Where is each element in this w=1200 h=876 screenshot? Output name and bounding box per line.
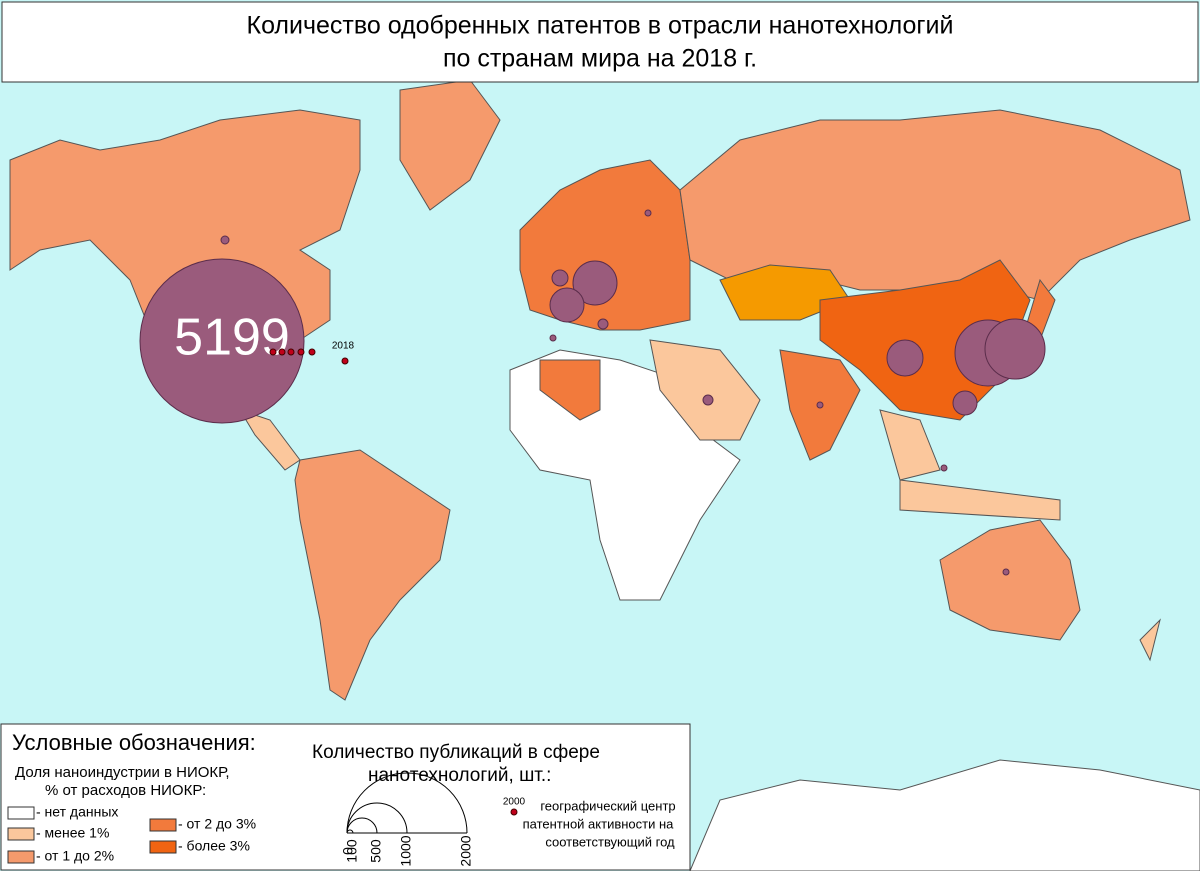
legend-label: - нет данных — [36, 804, 118, 820]
center-point — [297, 348, 305, 356]
center-year: 2000 — [503, 797, 526, 808]
title-box — [1, 1, 1199, 83]
algeria — [539, 359, 601, 421]
legend-swatch — [7, 850, 35, 864]
legend-label: - менее 1% — [36, 825, 109, 841]
scale-label: 500 — [368, 839, 384, 863]
scale-arc — [346, 802, 408, 834]
legend-swatch — [7, 806, 35, 820]
central-america — [238, 409, 301, 471]
new-zealand — [1139, 618, 1161, 662]
center-point — [308, 348, 316, 356]
patent-bubble — [572, 260, 618, 306]
legend-box — [0, 723, 691, 871]
patent-bubble — [220, 235, 230, 245]
scale-label: 100 — [344, 839, 360, 863]
legend-subtitle: Количество публикаций в сфере — [312, 742, 600, 763]
scale-arc — [346, 817, 378, 834]
patent-bubble — [816, 401, 824, 409]
patent-bubble — [886, 339, 924, 377]
title: Количество одобренных патентов в отрасли… — [247, 12, 954, 40]
center-point — [278, 348, 286, 356]
center-point — [287, 348, 295, 356]
legend-swatch — [7, 827, 35, 841]
center-text: патентной активности на — [523, 816, 675, 831]
patent-bubble — [597, 318, 609, 330]
bubble-label: 5199 — [174, 309, 290, 367]
center-symbol — [510, 808, 518, 816]
year-label: 2018 — [332, 341, 355, 352]
scale-arc — [346, 772, 468, 834]
europe — [519, 159, 691, 331]
legend-subtitle: нанотехнологий, шт.: — [368, 765, 551, 786]
scale-label: 1000 — [398, 835, 414, 866]
center-point — [341, 357, 349, 365]
patent-bubble — [952, 390, 978, 416]
australia — [939, 519, 1081, 641]
scale-label: 2000 — [458, 835, 474, 866]
antarctica — [689, 759, 1200, 872]
center-point — [269, 348, 277, 356]
legend-subtitle: Доля наноиндустрии в НИОКР, — [15, 764, 230, 781]
scale-label: 0 — [340, 847, 356, 855]
middle-east — [649, 339, 761, 441]
patent-bubble — [1002, 568, 1010, 576]
legend-label: - более 3% — [178, 838, 250, 854]
patent-bubble — [549, 287, 585, 323]
legend-label: - от 1 до 2% — [36, 848, 114, 864]
patent-bubble — [984, 318, 1046, 380]
legend-swatch — [149, 840, 177, 854]
center-text: географический центр — [540, 798, 675, 813]
patent-bubble — [549, 334, 557, 342]
patent-bubble — [940, 464, 948, 472]
patent-bubble — [644, 209, 652, 217]
title: по странам мира на 2018 г. — [443, 45, 757, 73]
patent-bubble — [139, 258, 305, 424]
indonesia — [899, 479, 1061, 521]
legend-label: - от 2 до 3% — [178, 816, 256, 832]
legend-title: Условные обозначения: — [12, 730, 256, 755]
south-america — [294, 449, 451, 701]
legend-subtitle: % от расходов НИОКР: — [45, 782, 206, 799]
patent-bubble — [702, 394, 714, 406]
southeast-asia — [879, 409, 941, 481]
patent-bubble — [551, 269, 569, 287]
legend-swatch — [149, 818, 177, 832]
center-text: соответствующий год — [545, 834, 675, 849]
